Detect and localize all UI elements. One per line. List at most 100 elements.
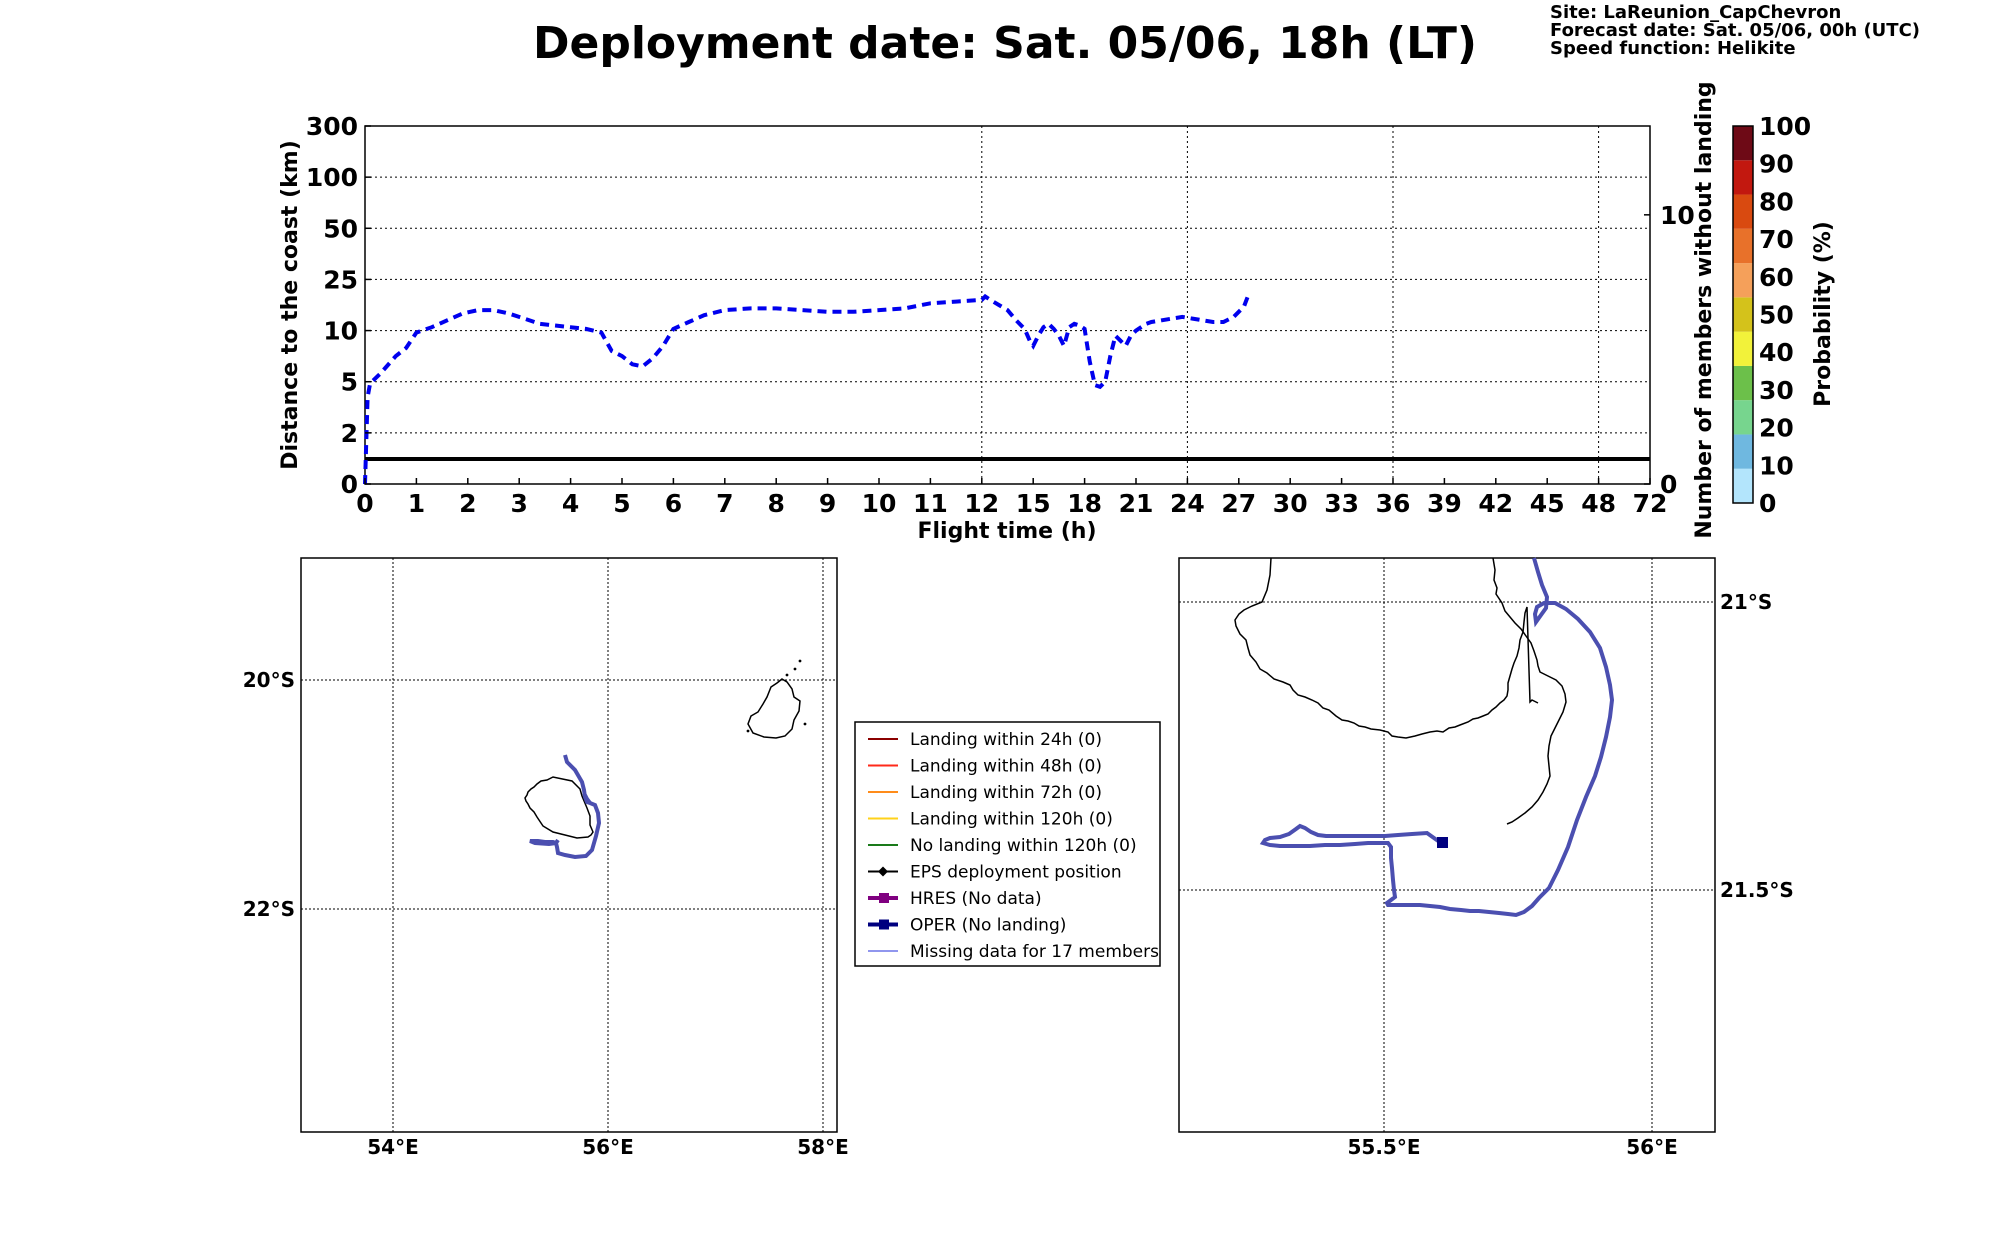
map-right-xtick-0: 55.5°E (1347, 1135, 1420, 1159)
legend-label: EPS deployment position (910, 863, 1122, 883)
overview-trajectory (529, 754, 602, 860)
map-right-ytick-0: 21°S (1720, 590, 1772, 614)
colorbar-frame (1732, 125, 1754, 504)
legend-item: Landing within 72h (0) (868, 783, 1102, 803)
legend-label: Landing within 120h (0) (910, 810, 1113, 830)
x-tick-label: 8 (767, 489, 784, 518)
legend-item: EPS deployment position (868, 863, 1122, 883)
reunion-coastline-zoom-east (1492, 557, 1567, 825)
x-tick-label: 5 (613, 489, 630, 518)
legend-square-marker (879, 893, 889, 903)
colorbar-tick-label: 70 (1759, 225, 1794, 254)
zoom-map: 55.5°E 56°E 21°S 21.5°S (1178, 557, 1794, 1159)
x-tick-label: 33 (1324, 489, 1359, 518)
legend-diamond-marker (878, 866, 888, 877)
y-axis-label: Distance to the coast (km) (278, 140, 303, 470)
x-tick-label: 21 (1119, 489, 1154, 518)
distance-timeseries-panel: 0 1 2 3 4 5 6 7 8 9 10 11 12 15 18 21 24 27 30 33 36 39 42 45 48… (278, 81, 1717, 544)
colorbar-cell (1733, 263, 1753, 298)
reunion-coastline-zoom (1234, 557, 1539, 739)
colorbar-tick-label: 0 (1759, 489, 1776, 518)
zoom-map-frame (1178, 557, 1716, 1133)
legend-frame (854, 721, 1161, 967)
x-tick-label: 15 (1016, 489, 1051, 518)
x-tick-label: 39 (1427, 489, 1462, 518)
trajectory-legend: Landing within 24h (0) Landing within 48h… (854, 721, 1161, 967)
x-tick-label: 9 (819, 489, 836, 518)
y-tick-label: 5 (341, 368, 358, 397)
colorbar-cell (1733, 468, 1753, 503)
timeseries-grid (365, 126, 1650, 484)
colorbar-cell (1733, 331, 1753, 366)
legend-item: No landing within 120h (0) (868, 836, 1137, 856)
forecast-date-label: Forecast date: Sat. 05/06, 00h (UTC) (1550, 20, 1920, 41)
legend-item: HRES (No data) (868, 889, 1042, 909)
x-tick-label: 12 (964, 489, 999, 518)
y-tick-label: 100 (306, 163, 358, 192)
legend-item: Missing data for 17 members (868, 942, 1159, 962)
x-tick-label: 18 (1067, 489, 1102, 518)
map-left-xtick-1: 56°E (582, 1135, 634, 1159)
right-tick-label: 0 (1660, 470, 1677, 499)
probability-colorbar: 0 10 20 30 40 50 60 70 80 90 100 Probability (%) (1732, 112, 1836, 518)
x-tick-label: 36 (1376, 489, 1411, 518)
legend-label: HRES (No data) (910, 889, 1042, 909)
legend-square-marker (879, 919, 889, 930)
colorbar-cell (1733, 297, 1753, 332)
mauritius-islets (746, 659, 807, 733)
y-tick-label: 10 (323, 317, 358, 346)
x-tick-label: 7 (716, 489, 733, 518)
legend-label: No landing within 120h (0) (910, 836, 1137, 856)
zoom-map-grid (1179, 558, 1715, 1132)
overview-map-frame (300, 557, 838, 1133)
map-left-ytick-1: 22°S (243, 897, 295, 921)
y-tick-label: 25 (323, 265, 358, 294)
colorbar-tick-label: 30 (1759, 376, 1794, 405)
oper-position-marker (1437, 837, 1448, 848)
timeseries-right-ticks: 0 10 (1644, 201, 1695, 499)
map-right-ytick-1: 21.5°S (1720, 878, 1794, 902)
zoom-trajectory (1259, 557, 1615, 918)
colorbar-label: Probability (%) (1811, 221, 1836, 407)
overview-map-grid (301, 558, 837, 1132)
colorbar-cell (1733, 126, 1753, 161)
oper-distance-line (363, 292, 1251, 485)
colorbar-tick-label: 50 (1759, 301, 1794, 330)
colorbar-cells (1733, 126, 1753, 503)
legend-label: Missing data for 17 members (910, 942, 1159, 962)
site-label: Site: LaReunion_CapChevron (1550, 2, 1841, 23)
legend-label: OPER (No landing) (910, 916, 1066, 936)
map-right-xtick-1: 56°E (1626, 1135, 1678, 1159)
legend-item: Landing within 24h (0) (868, 730, 1102, 750)
y-tick-label: 2 (341, 419, 358, 448)
right-tick-label: 10 (1660, 201, 1695, 230)
x-tick-label: 24 (1170, 489, 1205, 518)
colorbar-tick-label: 80 (1759, 187, 1794, 216)
timeseries-x-ticks: 0 1 2 3 4 5 6 7 8 9 10 11 12 15 18 21 24 27 30 33 36 39 42 45 48… (356, 478, 1667, 518)
x-tick-label: 48 (1581, 489, 1616, 518)
x-tick-label: 4 (562, 489, 579, 518)
colorbar-tick-label: 100 (1759, 112, 1811, 141)
legend-label: Landing within 24h (0) (910, 730, 1102, 750)
colorbar-cell (1733, 365, 1753, 401)
colorbar-cell (1733, 194, 1753, 229)
colorbar-cell (1733, 434, 1753, 469)
overview-map: 54°E 56°E 58°E 20°S 22°S (243, 557, 849, 1159)
legend-item: Landing within 48h (0) (868, 757, 1102, 777)
colorbar-ticks: 0 10 20 30 40 50 60 70 80 90 100 (1759, 112, 1811, 518)
x-tick-label: 27 (1221, 489, 1256, 518)
colorbar-tick-label: 40 (1759, 338, 1794, 367)
legend-label: Landing within 72h (0) (910, 783, 1102, 803)
speed-function-label: Speed function: Helikite (1550, 38, 1796, 59)
x-tick-label: 30 (1273, 489, 1308, 518)
x-tick-label: 2 (459, 489, 476, 518)
x-tick-label: 3 (510, 489, 527, 518)
x-tick-label: 6 (665, 489, 682, 518)
x-tick-label: 0 (356, 489, 373, 518)
x-tick-label: 10 (862, 489, 897, 518)
map-left-xtick-0: 54°E (367, 1135, 419, 1159)
legend-label: Landing within 48h (0) (910, 757, 1102, 777)
right-axis-label: Number of members without landing (1692, 81, 1717, 538)
y-tick-label: 0 (341, 470, 358, 499)
